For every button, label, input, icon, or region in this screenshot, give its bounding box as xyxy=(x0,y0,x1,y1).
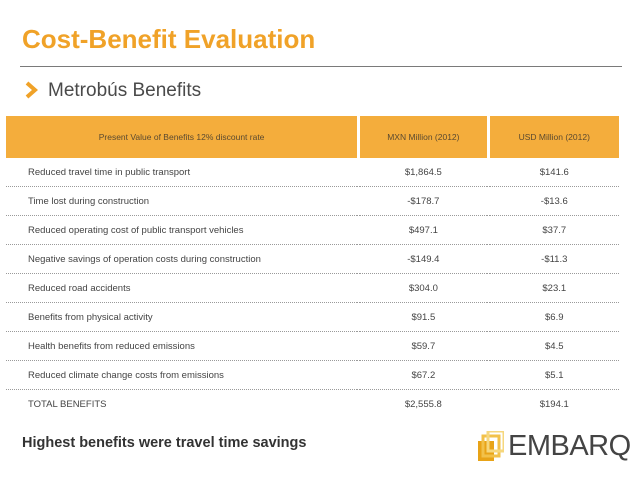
cell-gap xyxy=(486,273,490,303)
benefits-table: Present Value of Benefits 12% discount r… xyxy=(6,116,619,418)
cell-gap xyxy=(486,389,490,418)
row-mxn: $304.0 xyxy=(360,273,487,303)
header-benefit: Present Value of Benefits 12% discount r… xyxy=(6,116,358,158)
row-label: Reduced travel time in public transport xyxy=(6,158,358,187)
row-label: Reduced climate change costs from emissi… xyxy=(6,360,358,390)
table-row: Reduced travel time in public transport … xyxy=(6,158,619,187)
row-label: Reduced operating cost of public transpo… xyxy=(6,215,358,245)
row-usd: $5.1 xyxy=(489,360,619,390)
cell-gap xyxy=(357,360,361,390)
cell-gap xyxy=(357,186,361,216)
cell-gap xyxy=(486,360,490,390)
row-label: Negative savings of operation costs duri… xyxy=(6,244,358,274)
row-label: Health benefits from reduced emissions xyxy=(6,331,358,361)
cell-gap xyxy=(357,215,361,245)
cell-gap xyxy=(486,186,490,216)
table-row: Negative savings of operation costs duri… xyxy=(6,244,619,274)
row-usd: -$11.3 xyxy=(489,244,619,274)
footer-note: Highest benefits were travel time saving… xyxy=(22,435,307,451)
cell-gap xyxy=(357,244,361,274)
table-row: Reduced operating cost of public transpo… xyxy=(6,215,619,245)
cell-gap xyxy=(486,244,490,274)
row-usd: $37.7 xyxy=(489,215,619,245)
cell-gap xyxy=(486,215,490,245)
table-row: Reduced climate change costs from emissi… xyxy=(6,360,619,390)
title-divider xyxy=(20,66,622,67)
table-row: Health benefits from reduced emissions $… xyxy=(6,331,619,361)
row-label: Time lost during construction xyxy=(6,186,358,216)
cell-gap xyxy=(357,302,361,332)
row-mxn: $1,864.5 xyxy=(360,158,487,187)
cell-gap xyxy=(357,273,361,303)
total-mxn: $2,555.8 xyxy=(360,389,487,418)
cell-gap xyxy=(357,389,361,418)
table-row: Reduced road accidents $304.0 $23.1 xyxy=(6,273,619,303)
header-mxn: MXN Million (2012) xyxy=(360,116,487,158)
row-usd: $6.9 xyxy=(489,302,619,332)
table-row: Time lost during construction -$178.7 -$… xyxy=(6,186,619,216)
row-mxn: $91.5 xyxy=(360,302,487,332)
row-mxn: $67.2 xyxy=(360,360,487,390)
row-label: Reduced road accidents xyxy=(6,273,358,303)
cell-gap xyxy=(357,158,361,187)
row-mxn: $497.1 xyxy=(360,215,487,245)
cell-gap xyxy=(357,331,361,361)
row-usd: -$13.6 xyxy=(489,186,619,216)
chevron-right-icon xyxy=(25,81,38,99)
cell-gap xyxy=(486,158,490,187)
embarq-logo-mark-icon xyxy=(478,431,504,461)
table-header-row: Present Value of Benefits 12% discount r… xyxy=(6,116,619,158)
cell-gap xyxy=(486,302,490,332)
row-label: Benefits from physical activity xyxy=(6,302,358,332)
row-mxn: -$149.4 xyxy=(360,244,487,274)
total-label: TOTAL BENEFITS xyxy=(6,389,358,418)
row-usd: $4.5 xyxy=(489,331,619,361)
table-total-row: TOTAL BENEFITS $2,555.8 $194.1 xyxy=(6,389,619,418)
row-usd: $23.1 xyxy=(489,273,619,303)
row-mxn: $59.7 xyxy=(360,331,487,361)
header-gap xyxy=(486,116,490,158)
embarq-logo: EMBARQ xyxy=(478,428,631,466)
embarq-logo-text: EMBARQ xyxy=(508,430,631,462)
row-mxn: -$178.7 xyxy=(360,186,487,216)
header-gap xyxy=(357,116,361,158)
row-usd: $141.6 xyxy=(489,158,619,187)
table-row: Benefits from physical activity $91.5 $6… xyxy=(6,302,619,332)
total-usd: $194.1 xyxy=(489,389,619,418)
header-usd: USD Million (2012) xyxy=(489,116,619,158)
cell-gap xyxy=(486,331,490,361)
slide-title: Cost-Benefit Evaluation xyxy=(22,24,316,54)
slide-subtitle: Metrobús Benefits xyxy=(48,80,202,101)
